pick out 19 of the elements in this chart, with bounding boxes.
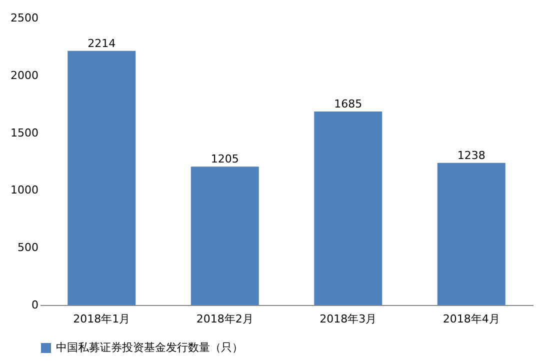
x-tick-label: 2018年2月 xyxy=(196,312,254,326)
bar xyxy=(314,112,382,305)
x-tick-label: 2018年3月 xyxy=(320,312,377,326)
data-label: 1685 xyxy=(334,98,362,111)
bar xyxy=(68,50,136,305)
bar xyxy=(437,162,506,305)
data-label: 2214 xyxy=(88,36,116,50)
data-label: 1205 xyxy=(210,152,239,166)
y-tick-label: 2500 xyxy=(10,12,38,24)
x-tick-label: 2018年1月 xyxy=(73,312,130,326)
x-tick-label: 2018年4月 xyxy=(442,312,500,326)
y-tick-label: 1500 xyxy=(10,126,38,140)
legend-label: 中国私募证券投资基金发行数量（只） xyxy=(56,341,243,354)
y-tick-label: 1000 xyxy=(10,184,38,197)
y-tick-label: 2000 xyxy=(10,68,38,82)
y-tick-label: 0 xyxy=(32,298,38,312)
data-label: 1238 xyxy=(457,148,486,162)
bar xyxy=(190,166,259,305)
y-tick-label: 500 xyxy=(18,241,38,254)
